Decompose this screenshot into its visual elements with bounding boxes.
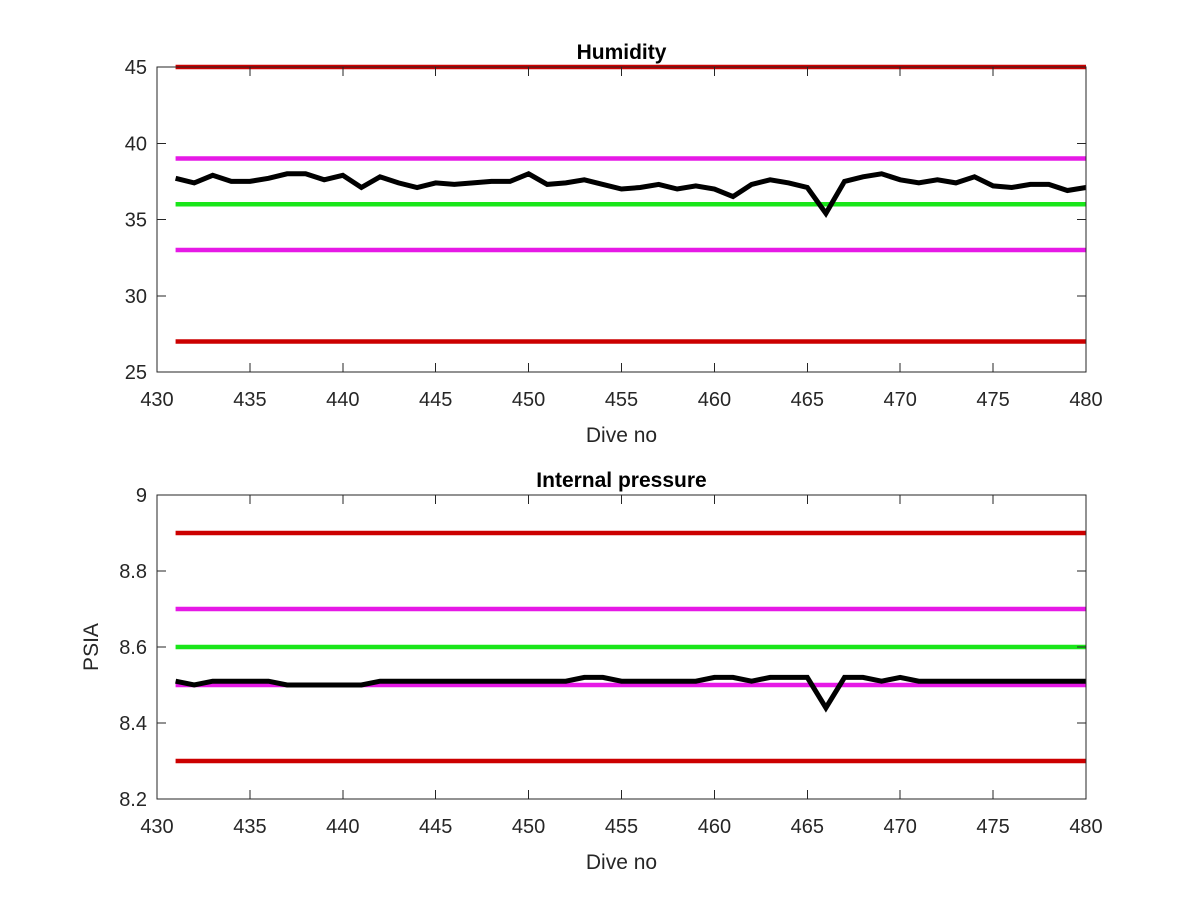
x-tick-label: 440 [326,816,359,838]
x-tick-label: 450 [512,389,545,411]
chart-title: Internal pressure [536,469,706,492]
x-tick-label: 470 [884,389,917,411]
x-tick-label: 455 [605,389,638,411]
y-tick-label: 25 [125,362,147,384]
y-tick-label: 9 [136,485,147,507]
x-tick-label: 480 [1069,816,1102,838]
humidity-chart: 430 435 440 445 450 455 460 465 470 475 480 25 30 35 4… [125,41,1103,447]
x-tick-label: 430 [140,389,173,411]
chart-title: Humidity [577,41,667,64]
y-tick-label: 8.2 [119,789,147,811]
y-tick-label: 45 [125,57,147,79]
y-tick-label: 35 [125,210,147,232]
y-tick-label: 30 [125,286,147,308]
x-tick-label: 455 [605,816,638,838]
x-tick-label: 475 [976,816,1009,838]
x-tick-label: 460 [698,816,731,838]
x-tick-label: 470 [884,816,917,838]
x-tick-label: 475 [976,389,1009,411]
x-tick-label: 445 [419,389,452,411]
y-axis-label: PSIA [80,623,103,671]
x-tick-label: 430 [140,816,173,838]
y-tick-label: 8.4 [119,713,147,735]
series-line [174,171,1087,218]
plot-area [157,67,1086,372]
y-tick-label: 8.6 [119,637,147,659]
y-tick-label: 8.8 [119,561,147,583]
x-tick-label: 435 [233,816,266,838]
x-tick-label: 445 [419,816,452,838]
x-tick-label: 460 [698,389,731,411]
x-axis-label: Dive no [586,424,657,447]
y-tick-label: 40 [125,133,147,155]
x-tick-label: 480 [1069,389,1102,411]
x-axis-label: Dive no [586,851,657,874]
x-tick-label: 435 [233,389,266,411]
internal-pressure-chart: 430 435 440 445 450 455 460 465 470 475 480 8.2 8.4 8… [80,469,1103,874]
series-line [175,674,1086,713]
x-tick-label: 440 [326,389,359,411]
x-tick-label: 465 [791,389,824,411]
x-tick-label: 465 [791,816,824,838]
x-tick-label: 450 [512,816,545,838]
